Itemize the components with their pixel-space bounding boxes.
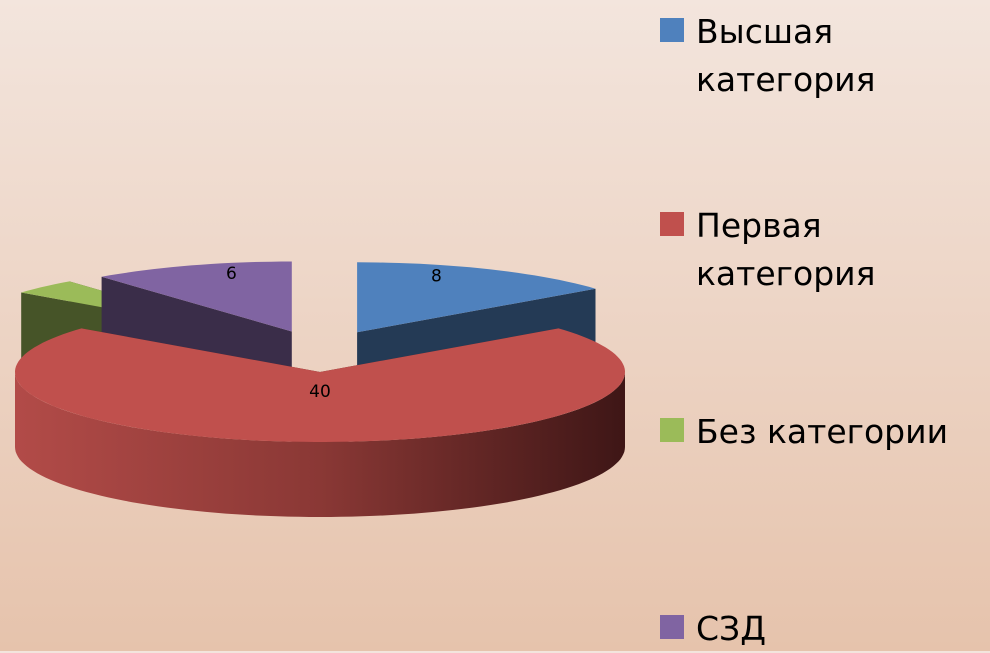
legend-item: Первая категория [660,202,986,298]
data-label: 8 [431,267,442,287]
legend-label: Без категории [696,412,949,451]
slice [15,328,625,442]
legend-item: Без категории [660,408,948,456]
legend-item: СЗД [660,605,766,653]
legend-swatch [660,18,684,42]
slice-side [15,372,625,517]
legend-label: Высшая категория [696,12,876,99]
slice [101,261,292,332]
legend-swatch [660,615,684,639]
data-label: 6 [226,264,237,284]
legend-swatch [660,212,684,236]
legend-label: СЗД [696,609,766,648]
legend: Высшая категория Первая категория Без кате… [660,0,990,651]
legend-label: Первая категория [696,206,876,293]
data-label: 40 [309,382,331,402]
legend-item: Высшая категория [660,8,986,104]
slice [357,262,596,333]
legend-swatch [660,418,684,442]
chart: 84026 [15,261,625,517]
